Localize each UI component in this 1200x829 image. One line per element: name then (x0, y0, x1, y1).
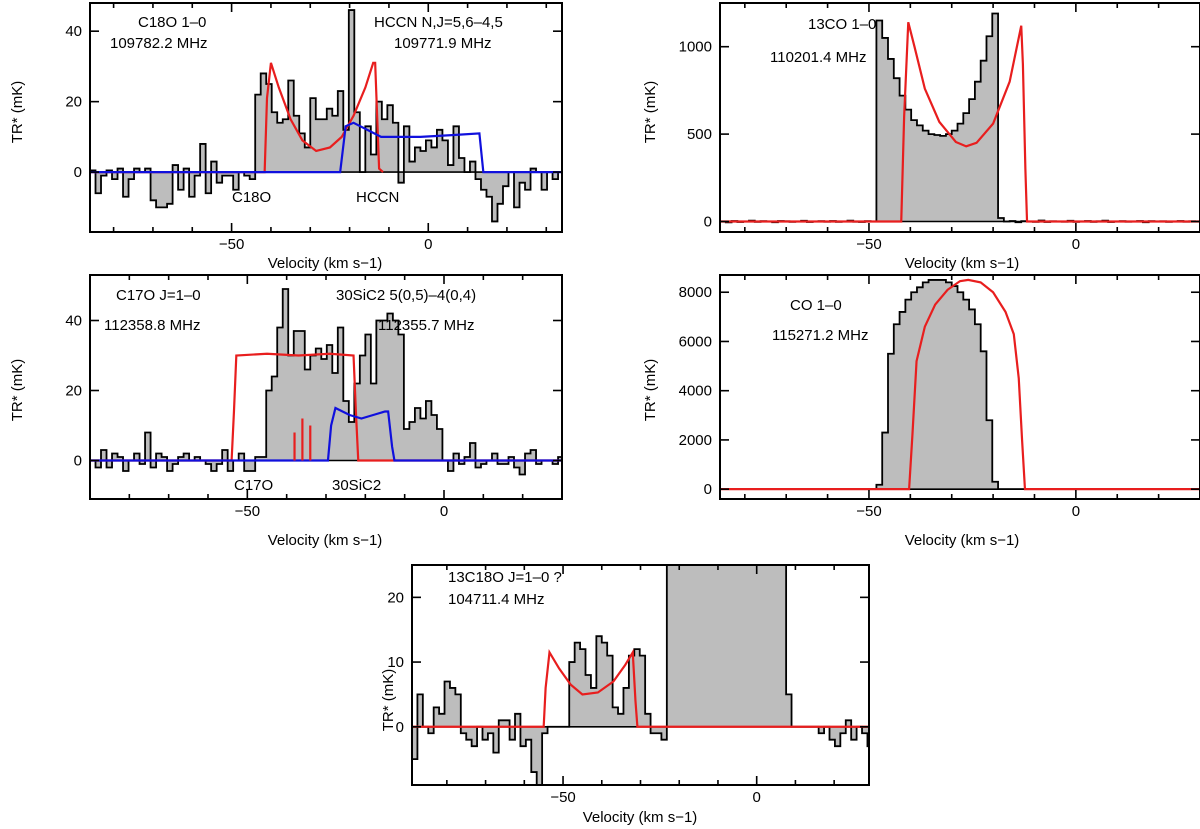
13c18o-xtick-label: 0 (753, 789, 761, 806)
13c18o-freq: 104711.4 MHz (448, 591, 544, 608)
legend-hccn: HCCN (356, 189, 399, 206)
13co-xtick-label: 0 (1072, 236, 1080, 253)
co-ytick-label: 8000 (679, 284, 712, 301)
13co-xtick-label: −50 (856, 236, 881, 253)
c18o-xtick-label: 0 (424, 236, 432, 253)
c17o-line-label: C17O J=1–0 (116, 287, 201, 304)
c17o-histogram (90, 288, 562, 476)
co-axes-frame (719, 274, 1200, 500)
13c18o-xtick-label: −50 (550, 789, 575, 806)
c18o-ytick-label: 20 (65, 94, 82, 111)
13co-fit-13co (720, 21, 1200, 223)
c18o-plot-area: −50 0 0 20 40 (65, 2, 563, 253)
c18o-histogram (90, 9, 562, 223)
co-freq: 115271.2 MHz (772, 327, 868, 344)
c18o-histogram-fill (90, 10, 562, 222)
c17o-ytick-label: 0 (74, 453, 82, 470)
13co-axes-frame (719, 2, 1200, 233)
legend-c18o: C18O (232, 189, 271, 206)
co-xtick-label: 0 (1072, 503, 1080, 520)
panel-co: −50 0 0 2000 4000 6000 8000 CO 1–0 115271.2 MH… (642, 274, 1200, 549)
co-line-label: CO 1–0 (790, 297, 842, 314)
13c18o-line-label: 13C18O J=1–0 ? (448, 569, 562, 586)
13c18o-plot-area: −50 0 0 10 20 (387, 564, 870, 806)
13c18o-ylabel: TR* (mK) (380, 669, 397, 732)
13co-ytick-label: 0 (704, 214, 712, 231)
c17o-xtick-label: −50 (235, 503, 260, 520)
13co-xlabel: Velocity (km s−1) (905, 255, 1020, 272)
c17o-ytick-label: 20 (65, 383, 82, 400)
c17o-plot-area: −50 0 0 20 40 (65, 274, 563, 520)
panel-c17o: −50 0 0 20 40 C17O J=1–0 112358.8 MHz 30SiC2… (9, 274, 563, 549)
co-xtick-label: −50 (856, 503, 881, 520)
co-ylabel: TR* (mK) (642, 359, 659, 422)
c18o-ylabel: TR* (mK) (9, 81, 26, 144)
co-plot-area: −50 0 0 2000 4000 6000 8000 (679, 274, 1200, 520)
13c18o-histogram-fill (412, 565, 869, 785)
13c18o-ytick-label: 20 (387, 589, 404, 606)
13co-ytick-label: 500 (687, 126, 712, 143)
c17o-ytick-label: 40 (65, 313, 82, 330)
sic2-line-label: 30SiC2 5(0,5)–4(0,4) (336, 287, 476, 304)
panel-c18o: −50 0 0 20 40 C18O 1–0 109782.2 MHz HCCN N,J… (9, 2, 563, 272)
co-histogram-fill (720, 279, 1200, 490)
c18o-ytick-label: 40 (65, 23, 82, 40)
co-xlabel: Velocity (km s−1) (905, 532, 1020, 549)
13co-plot-area: −50 0 0 500 1000 (679, 2, 1200, 253)
co-fit-co (720, 278, 1200, 491)
sic2-freq: 112355.7 MHz (378, 317, 474, 334)
legend-30sic2: 30SiC2 (332, 477, 381, 494)
c18o-fit-c18o (90, 61, 384, 174)
c18o-line-label: C18O 1–0 (138, 14, 206, 31)
13co-ytick-label: 1000 (679, 39, 712, 56)
c17o-fit-c17o (90, 352, 562, 462)
c17o-ylabel: TR* (mK) (9, 359, 26, 422)
hccn-freq: 109771.9 MHz (394, 35, 492, 52)
co-ytick-label: 2000 (679, 432, 712, 449)
13co-line-label: 13CO 1–0 (808, 16, 876, 33)
13co-ylabel: TR* (mK) (642, 81, 659, 144)
13c18o-ytick-label: 0 (396, 719, 404, 736)
c18o-ytick-label: 0 (74, 164, 82, 181)
legend-c17o: C17O (234, 477, 273, 494)
c18o-xlabel: Velocity (km s−1) (268, 255, 383, 272)
13co-histogram-fill (720, 13, 1200, 223)
panel-13c18o: −50 0 0 10 20 13C18O J=1–0 ? 104711.4 MHz Ve… (380, 564, 870, 826)
panel-13co: −50 0 0 500 1000 13CO 1–0 110201.4 MHz Veloc… (642, 2, 1200, 272)
13c18o-histogram (412, 565, 869, 785)
hccn-line-label: HCCN N,J=5,6–4,5 (374, 14, 503, 31)
co-ytick-label: 0 (704, 481, 712, 498)
co-ytick-label: 6000 (679, 333, 712, 350)
c17o-freq: 112358.8 MHz (104, 317, 200, 334)
c17o-xlabel: Velocity (km s−1) (268, 532, 383, 549)
c18o-xtick-label: −50 (219, 236, 244, 253)
c18o-fit-hccn (90, 121, 562, 174)
co-ytick-label: 4000 (679, 383, 712, 400)
c18o-freq: 109782.2 MHz (110, 35, 208, 52)
13c18o-xlabel: Velocity (km s−1) (583, 809, 698, 826)
c17o-xtick-label: 0 (440, 503, 448, 520)
13c18o-fit-13c18o (412, 648, 869, 728)
13c18o-ytick-label: 10 (387, 654, 404, 671)
c17o-histogram-fill (90, 289, 562, 475)
c18o-axes-frame (89, 2, 563, 233)
c17o-fit-30sic2 (90, 406, 562, 462)
13co-freq: 110201.4 MHz (770, 49, 866, 66)
